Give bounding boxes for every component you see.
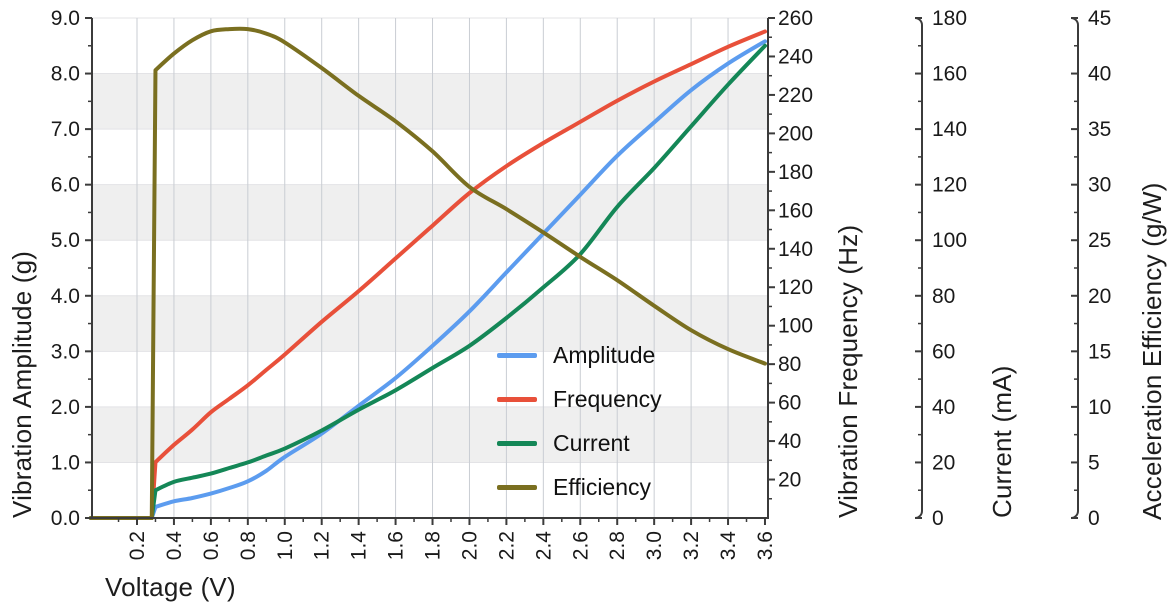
svg-text:5: 5 xyxy=(1088,451,1100,474)
axis-amplitude: 0.0 1.0 2.0 3.0 4.0 5.0 6.0 7.0 8.0 9.0 xyxy=(51,7,92,530)
svg-text:8.0: 8.0 xyxy=(51,63,80,86)
svg-text:5.0: 5.0 xyxy=(51,229,80,252)
svg-text:35: 35 xyxy=(1088,118,1111,141)
axis-voltage: 0.2 0.4 0.6 0.8 1.0 1.2 1.4 1.6 1.8 2.0 2.2 2.4 2.6 2… xyxy=(117,518,777,561)
series-frequency xyxy=(88,29,767,520)
y-axis-title-frequency: Vibration Frequency (Hz) xyxy=(833,224,863,518)
legend-item-frequency: Frequency xyxy=(497,377,662,421)
svg-text:0.6: 0.6 xyxy=(200,531,223,560)
svg-text:160: 160 xyxy=(778,199,813,222)
svg-text:40: 40 xyxy=(932,396,955,419)
svg-text:120: 120 xyxy=(778,276,813,299)
legend-label-frequency: Frequency xyxy=(553,385,662,412)
svg-text:0.2: 0.2 xyxy=(126,531,149,560)
svg-text:0.0: 0.0 xyxy=(51,507,80,530)
svg-text:200: 200 xyxy=(778,122,813,145)
svg-text:2.2: 2.2 xyxy=(495,531,518,560)
svg-text:2.8: 2.8 xyxy=(606,531,629,560)
y-axis-title-current: Current (mA) xyxy=(987,365,1017,518)
svg-text:140: 140 xyxy=(932,118,967,141)
svg-text:60: 60 xyxy=(932,340,955,363)
svg-text:3.6: 3.6 xyxy=(754,531,777,560)
axis-frequency: 20 40 60 80 100 120 140 160 180 200 220 240 260 xyxy=(768,7,813,500)
legend-item-amplitude: Amplitude xyxy=(497,333,662,377)
series-current xyxy=(88,43,767,520)
svg-text:6.0: 6.0 xyxy=(51,174,80,197)
svg-text:1.4: 1.4 xyxy=(348,531,371,561)
svg-text:160: 160 xyxy=(932,63,967,86)
grid-horizontal xyxy=(92,17,768,463)
legend-swatch-amplitude xyxy=(497,352,537,358)
svg-text:20: 20 xyxy=(1088,285,1111,308)
svg-text:80: 80 xyxy=(778,353,801,376)
legend-label-current: Current xyxy=(553,429,630,456)
svg-text:100: 100 xyxy=(778,315,813,338)
grid-bands xyxy=(92,73,768,463)
svg-text:15: 15 xyxy=(1088,340,1111,363)
svg-text:2.4: 2.4 xyxy=(532,531,555,561)
legend: Amplitude Frequency Current Efficiency xyxy=(497,333,662,509)
svg-text:0: 0 xyxy=(1088,507,1100,530)
svg-text:80: 80 xyxy=(932,285,955,308)
svg-text:9.0: 9.0 xyxy=(51,7,80,30)
svg-text:3.2: 3.2 xyxy=(680,531,703,560)
svg-text:100: 100 xyxy=(932,229,967,252)
y-axis-title-efficiency: Acceleration Efficiency (g/W) xyxy=(1137,182,1167,520)
legend-label-efficiency: Efficiency xyxy=(553,473,652,500)
svg-text:1.0: 1.0 xyxy=(274,531,297,560)
svg-text:3.4: 3.4 xyxy=(717,531,740,561)
svg-text:60: 60 xyxy=(778,392,801,415)
svg-text:1.0: 1.0 xyxy=(51,451,80,474)
svg-text:0: 0 xyxy=(932,507,944,530)
svg-text:25: 25 xyxy=(1088,229,1111,252)
legend-swatch-efficiency xyxy=(497,484,537,490)
y-axis-title-amplitude: Vibration Amplitude (g) xyxy=(7,250,37,518)
svg-text:45: 45 xyxy=(1088,7,1111,30)
svg-text:40: 40 xyxy=(1088,63,1111,86)
axis-current: 0 20 40 60 80 100 120 140 160 180 xyxy=(914,7,967,530)
svg-text:0.4: 0.4 xyxy=(163,531,186,561)
svg-text:4.0: 4.0 xyxy=(51,285,80,308)
axis-efficiency: 0 5 10 15 20 25 30 35 40 45 xyxy=(1070,7,1111,530)
legend-item-current: Current xyxy=(497,421,662,465)
grid-vertical xyxy=(136,18,729,518)
svg-text:30: 30 xyxy=(1088,174,1111,197)
series-amplitude xyxy=(88,39,767,520)
svg-text:10: 10 xyxy=(1088,396,1111,419)
legend-swatch-frequency xyxy=(497,396,537,402)
svg-text:1.6: 1.6 xyxy=(385,531,408,560)
svg-text:180: 180 xyxy=(932,7,967,30)
series-efficiency xyxy=(88,26,767,520)
svg-text:7.0: 7.0 xyxy=(51,118,80,141)
svg-text:2.6: 2.6 xyxy=(569,531,592,560)
legend-item-efficiency: Efficiency xyxy=(497,465,662,509)
svg-text:2.0: 2.0 xyxy=(458,531,481,560)
svg-text:3.0: 3.0 xyxy=(643,531,666,560)
svg-text:260: 260 xyxy=(778,7,813,30)
svg-text:240: 240 xyxy=(778,45,813,68)
svg-text:140: 140 xyxy=(778,238,813,261)
svg-text:2.0: 2.0 xyxy=(51,396,80,419)
svg-text:1.8: 1.8 xyxy=(422,531,445,560)
svg-text:180: 180 xyxy=(778,161,813,184)
svg-text:1.2: 1.2 xyxy=(311,531,334,560)
svg-text:20: 20 xyxy=(778,469,801,492)
svg-text:220: 220 xyxy=(778,84,813,107)
svg-text:120: 120 xyxy=(932,174,967,197)
x-axis-title: Voltage (V) xyxy=(105,572,236,602)
svg-text:3.0: 3.0 xyxy=(51,340,80,363)
legend-swatch-current xyxy=(497,440,537,446)
svg-text:40: 40 xyxy=(778,430,801,453)
legend-label-amplitude: Amplitude xyxy=(553,341,656,368)
svg-text:20: 20 xyxy=(932,451,955,474)
svg-text:0.8: 0.8 xyxy=(237,531,260,560)
